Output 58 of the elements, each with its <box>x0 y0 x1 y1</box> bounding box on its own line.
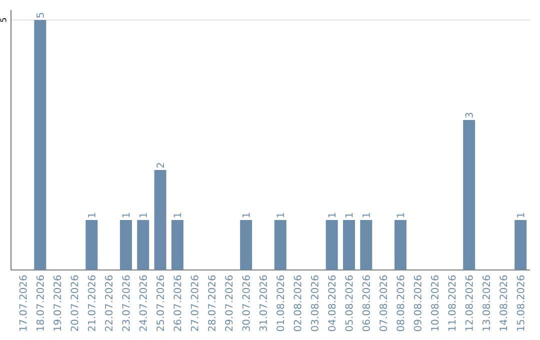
data-label: 1 <box>328 212 336 218</box>
x-tick-label: 15.08.2026 <box>516 275 524 331</box>
x-tick-label: 30.07.2026 <box>242 275 250 331</box>
data-label: 1 <box>276 212 284 218</box>
x-tick-label: 10.08.2026 <box>431 275 439 331</box>
data-label: 1 <box>362 212 370 218</box>
bar <box>86 220 98 270</box>
x-tick-label: 22.07.2026 <box>105 275 113 332</box>
data-label: 5 <box>36 12 44 18</box>
x-tick-label: 07.08.2026 <box>380 275 388 332</box>
bar <box>342 220 355 270</box>
bar <box>154 170 166 270</box>
x-tick-label: 02.08.2026 <box>294 275 302 332</box>
x-tick-label: 18.07.2026 <box>36 275 44 331</box>
x-tick-label: 21.07.2026 <box>88 275 96 332</box>
data-label: 1 <box>174 212 182 218</box>
x-tick-label: 24.07.2026 <box>139 275 147 332</box>
x-tick-label: 28.07.2026 <box>208 275 216 332</box>
x-tick-label: 04.08.2026 <box>328 275 336 332</box>
data-label: 1 <box>345 212 353 218</box>
data-label: 1 <box>88 212 96 218</box>
data-label: 1 <box>242 212 250 218</box>
x-tick-label: 19.07.2026 <box>54 275 62 331</box>
x-tick-label: 01.08.2026 <box>276 275 284 332</box>
data-label: 1 <box>122 212 130 218</box>
bar <box>34 20 46 270</box>
x-tick-label: 11.08.2026 <box>448 275 456 331</box>
x-tick-label: 25.07.2026 <box>156 275 164 332</box>
bar <box>274 220 286 270</box>
bar <box>240 220 252 270</box>
x-tick-label: 03.08.2026 <box>310 275 318 332</box>
bar <box>514 220 527 270</box>
x-tick-label: 12.08.2026 <box>465 275 473 331</box>
x-tick-label: 17.07.2026 <box>19 275 27 331</box>
bar <box>394 220 406 270</box>
x-tick-label: 26.07.2026 <box>174 275 182 332</box>
x-tick-label: 06.08.2026 <box>362 275 370 332</box>
x-tick-label: 20.07.2026 <box>70 275 78 332</box>
x-tick-label: 31.07.2026 <box>259 275 267 331</box>
x-tick-label: 13.08.2026 <box>482 275 490 331</box>
bar <box>360 220 372 270</box>
x-tick-label: 08.08.2026 <box>396 275 404 332</box>
x-tick-label: 05.08.2026 <box>345 275 353 332</box>
bar <box>463 120 476 270</box>
x-tick-label: 29.07.2026 <box>225 275 233 332</box>
bar <box>120 220 132 270</box>
x-tick-label: 14.08.2026 <box>500 275 508 331</box>
data-label: 2 <box>156 163 164 168</box>
bar <box>137 220 150 270</box>
data-label: 3 <box>465 112 473 118</box>
x-tick-label: 27.07.2026 <box>190 275 198 332</box>
data-label: 1 <box>396 212 404 218</box>
bar <box>326 220 338 270</box>
data-label: 1 <box>139 212 147 218</box>
x-tick-label: 23.07.2026 <box>122 275 130 332</box>
bar <box>171 220 184 270</box>
x-tick-label: 09.08.2026 <box>414 275 422 332</box>
data-label: 1 <box>516 212 524 218</box>
